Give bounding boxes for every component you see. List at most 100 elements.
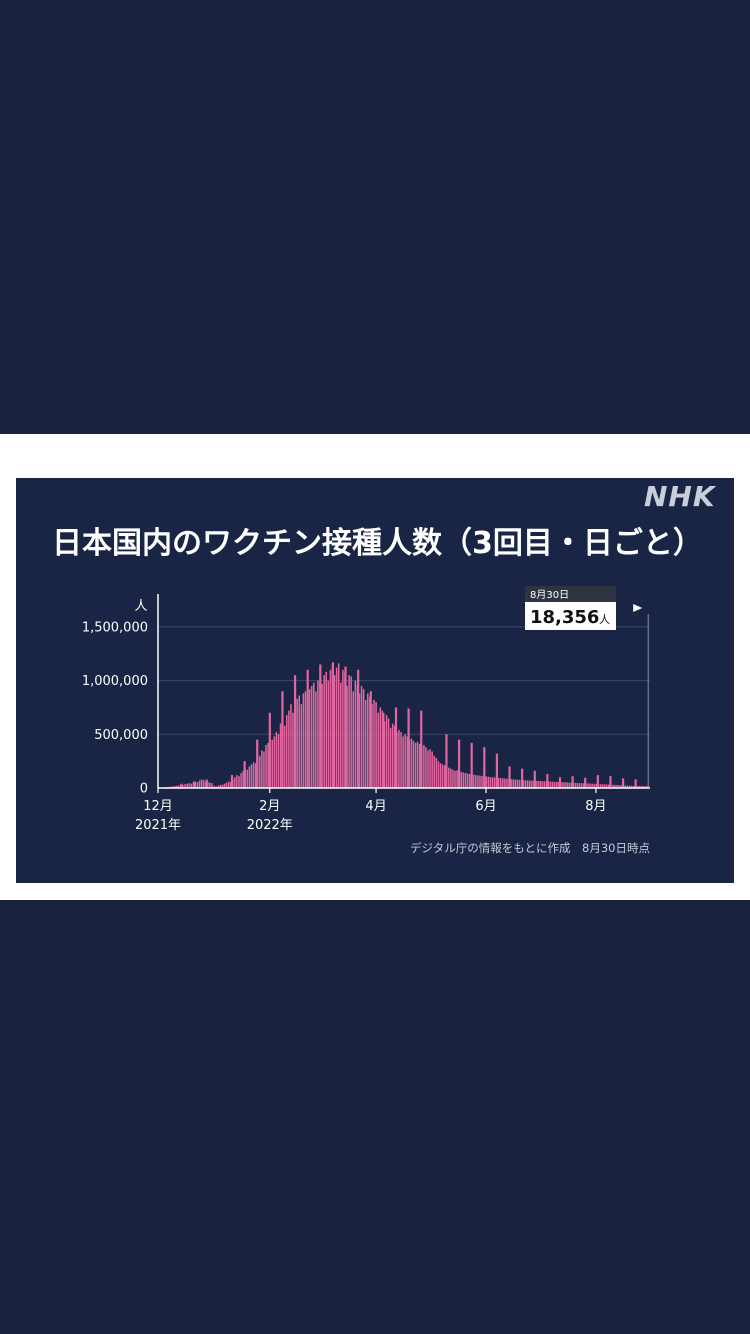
bar-peak — [495, 753, 499, 788]
bar — [254, 763, 257, 788]
bar — [327, 680, 330, 788]
bar — [391, 723, 394, 788]
chart-panel: NHK 日本国内のワクチン接種人数（3回目・日ごと） 0 500,000 1,000… — [16, 478, 734, 883]
bar — [632, 785, 635, 788]
bar — [580, 783, 583, 788]
bar — [551, 781, 554, 788]
bar — [283, 725, 286, 788]
bar — [485, 776, 487, 788]
bar — [354, 680, 357, 788]
bar — [583, 783, 585, 788]
bar-peak — [306, 669, 309, 788]
bar — [277, 734, 280, 788]
bar — [616, 784, 618, 788]
bar — [200, 779, 203, 788]
bar — [323, 675, 325, 788]
x-tick-label: 2月 — [259, 799, 280, 814]
bar — [502, 778, 504, 788]
bar-peak — [457, 739, 461, 788]
bar-peak — [420, 710, 423, 788]
x-tick-sublabel: 2022年 — [247, 818, 293, 833]
bar — [263, 751, 265, 788]
callout-value-box — [525, 602, 616, 630]
bar — [236, 775, 238, 788]
bar — [479, 775, 481, 788]
bar — [238, 776, 240, 788]
bar — [387, 718, 390, 788]
bar — [340, 682, 342, 788]
bar — [452, 769, 454, 788]
bar — [564, 782, 566, 788]
bar — [296, 698, 298, 788]
bar — [429, 749, 431, 788]
bar — [589, 783, 591, 788]
bar — [628, 785, 631, 788]
bar — [186, 783, 188, 788]
bar — [373, 699, 375, 788]
bar — [645, 786, 647, 788]
bar — [539, 781, 541, 788]
bar — [412, 740, 415, 788]
bar — [271, 739, 274, 788]
bar — [350, 676, 352, 788]
bar — [335, 667, 338, 788]
bar — [562, 782, 564, 788]
bar — [364, 699, 367, 788]
bar — [404, 734, 406, 788]
bar — [298, 695, 301, 788]
bar — [441, 764, 444, 788]
bar — [512, 779, 514, 788]
bar — [547, 781, 550, 788]
bar-peak — [243, 761, 246, 788]
bar — [175, 785, 178, 788]
bar — [252, 762, 255, 788]
bar — [402, 736, 404, 788]
bar — [219, 784, 222, 788]
bar — [454, 770, 456, 788]
bar-peak — [281, 691, 284, 788]
y-tick-label: 1,000,000 — [82, 674, 148, 689]
bar — [223, 783, 226, 788]
bar — [377, 712, 379, 788]
bar — [468, 774, 471, 788]
bar — [487, 776, 490, 788]
bar — [591, 783, 593, 788]
bar-peak — [193, 781, 196, 788]
bar — [342, 669, 344, 788]
bar — [549, 781, 552, 788]
bar — [246, 769, 249, 788]
bar — [491, 777, 494, 788]
bar — [371, 704, 373, 788]
bar — [497, 777, 500, 788]
bar-peak — [546, 774, 549, 788]
bar — [510, 779, 512, 788]
bar — [462, 772, 465, 788]
bar — [514, 779, 517, 788]
bar — [553, 781, 556, 788]
bar — [188, 783, 190, 788]
bar — [190, 783, 192, 788]
bar — [202, 779, 205, 788]
bar — [437, 761, 440, 788]
bar — [279, 723, 282, 788]
bar-peak — [256, 739, 259, 788]
bar — [637, 785, 639, 788]
bar-peak — [521, 768, 524, 788]
bar — [315, 691, 317, 788]
bar — [456, 770, 458, 788]
bar — [643, 786, 645, 788]
bar — [198, 780, 201, 788]
bar — [568, 782, 571, 788]
bar — [313, 682, 315, 788]
bar — [431, 751, 433, 788]
bar-peak — [394, 707, 398, 788]
bar — [439, 763, 442, 788]
bar — [209, 782, 211, 788]
bar — [227, 781, 230, 788]
bar-peak — [634, 779, 637, 788]
bar — [348, 675, 350, 788]
bar — [529, 780, 531, 788]
bar — [416, 741, 419, 788]
bar — [605, 784, 608, 788]
bar — [304, 691, 307, 788]
